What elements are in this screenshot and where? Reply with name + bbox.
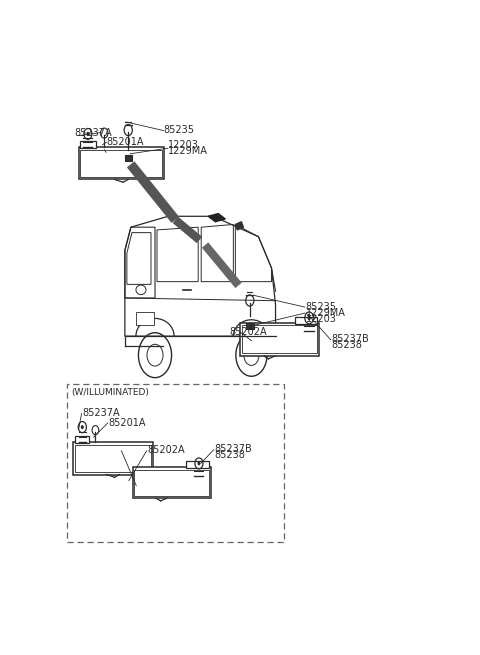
Bar — [295, 316, 317, 324]
Bar — [73, 442, 153, 474]
Text: 85237B: 85237B — [215, 444, 252, 455]
Text: 85202A: 85202A — [147, 445, 185, 455]
Circle shape — [81, 425, 84, 429]
Text: 1229MA: 1229MA — [168, 146, 208, 157]
Circle shape — [308, 316, 311, 320]
Bar — [75, 436, 89, 443]
FancyBboxPatch shape — [67, 384, 284, 542]
Bar — [242, 326, 317, 354]
Text: 12203: 12203 — [168, 140, 199, 150]
Text: (W/ILLUMINATED): (W/ILLUMINATED) — [71, 388, 149, 398]
Text: 12203: 12203 — [305, 314, 336, 324]
Bar — [75, 445, 151, 472]
Text: 1229MA: 1229MA — [305, 308, 346, 318]
Bar — [132, 467, 211, 498]
Bar — [81, 141, 96, 148]
Text: 85238: 85238 — [215, 451, 245, 460]
Polygon shape — [235, 222, 243, 230]
Text: 85235: 85235 — [305, 301, 336, 312]
Circle shape — [197, 462, 200, 465]
Text: 85201A: 85201A — [107, 137, 144, 147]
Bar — [136, 312, 154, 326]
Text: 85202A: 85202A — [229, 328, 267, 337]
Text: 85237A: 85237A — [74, 128, 112, 138]
Bar — [186, 460, 209, 468]
Bar — [79, 147, 164, 179]
Text: 85235: 85235 — [163, 125, 194, 135]
Bar — [124, 155, 132, 161]
Text: 85237B: 85237B — [332, 334, 369, 345]
Circle shape — [86, 132, 89, 136]
Ellipse shape — [136, 285, 146, 295]
Text: 85201A: 85201A — [108, 418, 146, 428]
Bar — [134, 470, 209, 496]
Bar — [81, 150, 162, 177]
Text: 85238: 85238 — [332, 341, 362, 350]
Bar — [240, 323, 319, 356]
Polygon shape — [208, 214, 225, 222]
Bar — [246, 323, 253, 329]
Text: 85237A: 85237A — [83, 408, 120, 418]
